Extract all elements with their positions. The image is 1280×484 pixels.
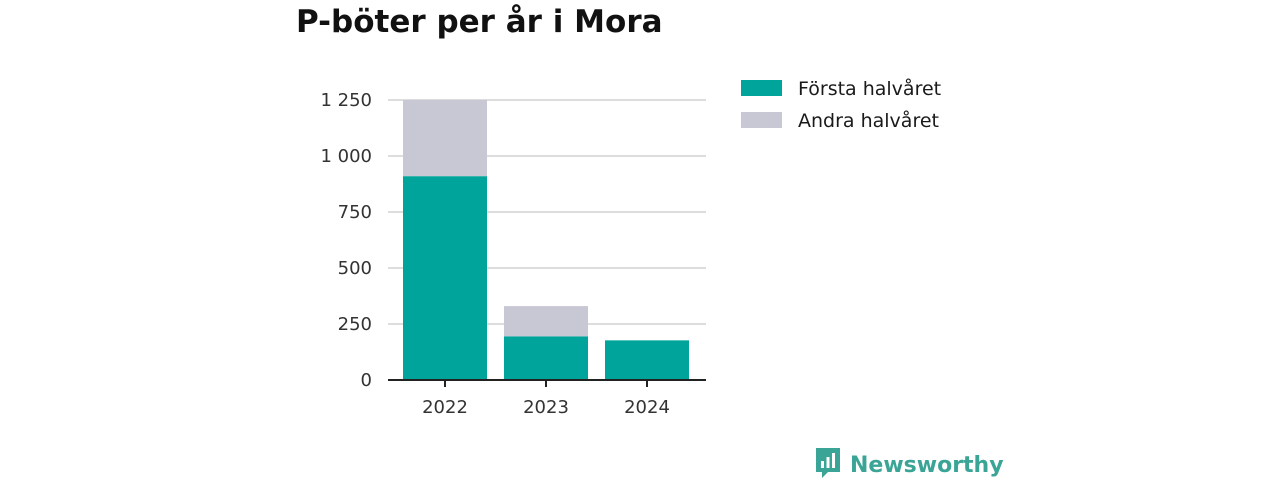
bar-2024-series-1	[605, 340, 689, 380]
y-tick-label: 1 000	[320, 146, 372, 167]
x-tick-label: 2024	[624, 397, 670, 418]
y-tick-label: 750	[338, 202, 372, 223]
legend: Första halvåret Andra halvåret	[741, 77, 941, 132]
bar-2022-series-2	[403, 100, 487, 177]
legend-label: Andra halvåret	[798, 109, 939, 132]
newsworthy-logo-icon	[814, 446, 842, 484]
newsworthy-logo: Newsworthy	[814, 446, 1004, 484]
legend-label: Första halvåret	[798, 77, 941, 100]
bar-2023-series-1	[504, 336, 588, 380]
x-tick-label: 2023	[523, 397, 569, 418]
chart-title: P-böter per år i Mora	[296, 4, 663, 40]
x-axis: 2022 2023 2024	[388, 379, 706, 418]
bar-2022-series-1	[403, 176, 487, 380]
y-tick-label: 1 250	[320, 90, 372, 111]
legend-swatch	[741, 112, 782, 128]
y-tick-label: 0	[361, 370, 372, 391]
y-axis: 0 250 500 750 1 000 1 250	[320, 90, 372, 391]
y-tick-label: 500	[338, 258, 372, 279]
newsworthy-logo-text: Newsworthy	[850, 452, 1004, 478]
bars	[403, 100, 689, 380]
bar-2023-series-2	[504, 306, 588, 337]
x-tick-label: 2022	[422, 397, 468, 418]
legend-swatch	[741, 80, 782, 96]
y-tick-label: 250	[338, 314, 372, 335]
